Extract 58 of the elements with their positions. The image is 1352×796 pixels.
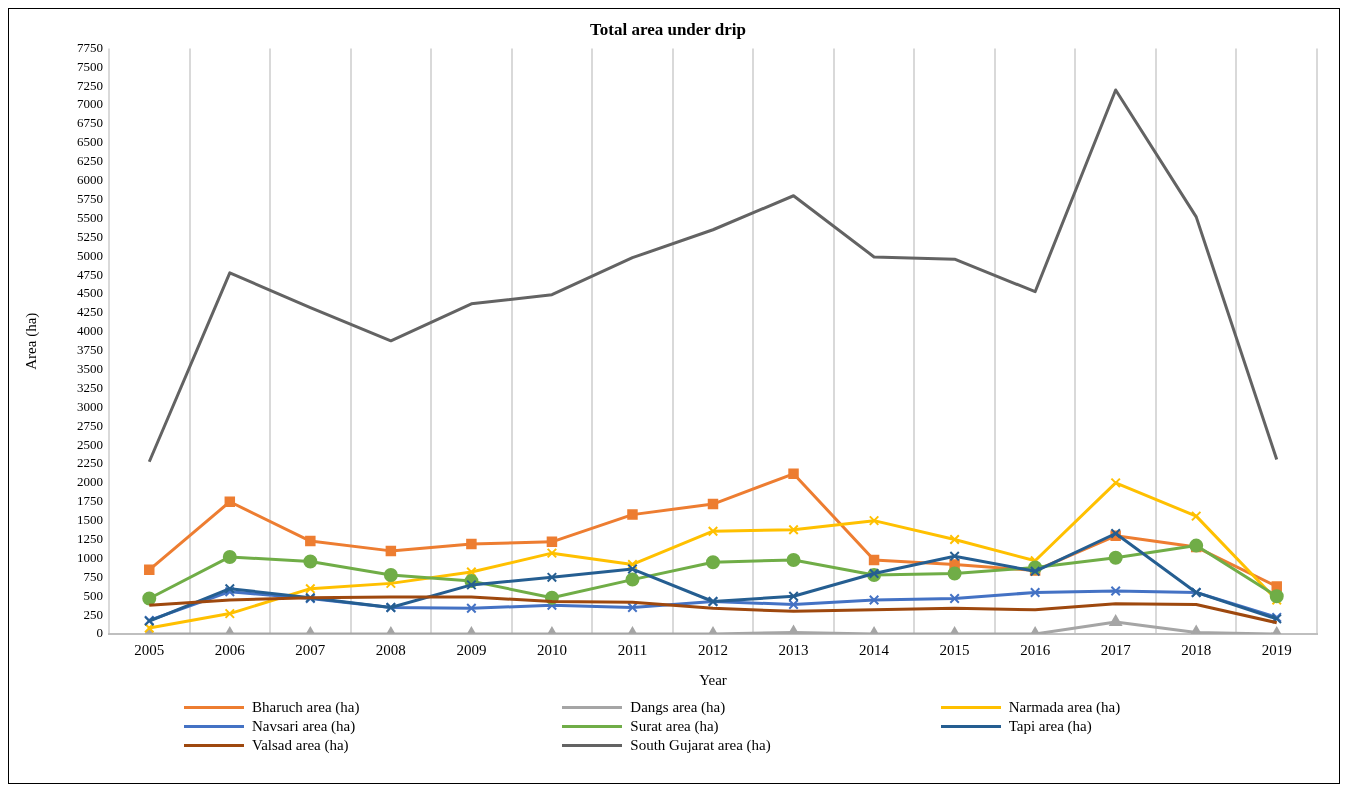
y-tick-label: 5750	[77, 190, 103, 206]
y-tick-label: 6500	[77, 134, 103, 150]
x-tick-label: 2014	[859, 641, 890, 658]
legend-label: Bharuch area (ha)	[252, 699, 360, 716]
chart-title: Total area under drip	[589, 19, 747, 39]
y-tick-label: 2750	[77, 417, 103, 433]
y-tick-label: 6750	[77, 115, 103, 131]
y-tick-label: 4250	[77, 304, 103, 320]
x-tick-label: 2013	[778, 641, 809, 658]
x-tick-label: 2007	[295, 641, 326, 658]
y-tick-label: 3000	[77, 398, 103, 414]
x-tick-label: 2008	[375, 641, 406, 658]
x-tick-label: 2005	[134, 641, 165, 658]
x-tick-label: 2010	[536, 641, 567, 658]
y-tick-label: 2000	[77, 474, 103, 490]
y-tick-label: 7500	[77, 58, 103, 74]
legend-label: Surat area (ha)	[630, 718, 719, 735]
x-tick-label: 2009	[456, 641, 487, 658]
y-tick-label: 6250	[77, 153, 103, 169]
legend-label: Tapi area (ha)	[1008, 718, 1092, 735]
y-tick-label: 5250	[77, 228, 103, 244]
y-tick-label: 4750	[77, 266, 103, 282]
x-tick-label: 2018	[1181, 641, 1212, 658]
y-tick-label: 5000	[77, 247, 103, 263]
y-tick-label: 0	[96, 625, 103, 641]
y-tick-label: 4500	[77, 285, 103, 301]
x-axis-title: Year	[699, 671, 727, 688]
y-tick-label: 4000	[77, 323, 103, 339]
y-tick-label: 2500	[77, 436, 103, 452]
y-tick-label: 250	[83, 606, 103, 622]
y-tick-label: 750	[83, 568, 103, 584]
x-tick-label: 2016	[1020, 641, 1051, 658]
y-tick-label: 7750	[77, 39, 103, 55]
y-tick-label: 3750	[77, 342, 103, 358]
y-tick-label: 1000	[77, 549, 103, 565]
x-tick-label: 2015	[939, 641, 970, 658]
y-tick-label: 1750	[77, 493, 103, 509]
x-tick-label: 2019	[1261, 641, 1292, 658]
x-tick-label: 2012	[698, 641, 728, 658]
y-tick-label: 3500	[77, 360, 103, 376]
legend-label: Narmada area (ha)	[1008, 699, 1121, 716]
y-tick-label: 1250	[77, 530, 103, 546]
y-tick-label: 7000	[77, 96, 103, 112]
y-tick-label: 5500	[77, 209, 103, 225]
y-tick-label: 6000	[77, 172, 103, 188]
y-tick-label: 1500	[77, 512, 103, 528]
y-tick-label: 3250	[77, 379, 103, 395]
x-tick-label: 2006	[214, 641, 246, 658]
y-tick-label: 500	[83, 587, 103, 603]
x-tick-label: 2017	[1100, 641, 1132, 658]
legend-label: Dangs area (ha)	[630, 699, 726, 716]
y-axis-title: Area (ha)	[22, 312, 40, 370]
x-tick-label: 2011	[617, 641, 648, 658]
legend-label: Navsari area (ha)	[252, 718, 356, 735]
legend-label: Valsad area (ha)	[252, 737, 349, 754]
y-tick-label: 2250	[77, 455, 103, 471]
legend-label: South Gujarat area (ha)	[630, 737, 771, 754]
y-tick-label: 7250	[77, 77, 103, 93]
